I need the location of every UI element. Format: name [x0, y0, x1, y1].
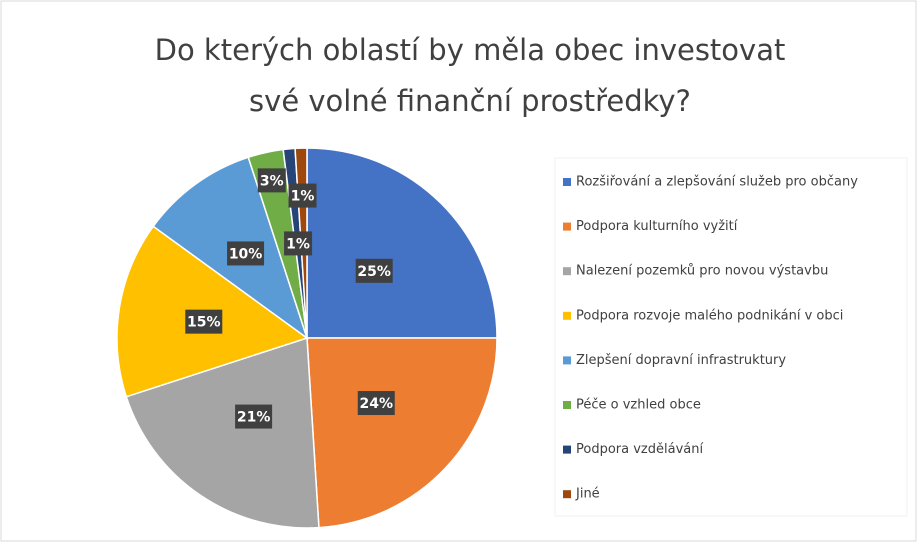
data-label: 15% — [187, 315, 221, 331]
data-label: 1% — [291, 189, 315, 205]
legend-marker — [563, 445, 571, 454]
data-label-box — [284, 231, 313, 256]
legend-box — [554, 157, 908, 517]
data-label-box — [235, 404, 273, 429]
chart-title: své volné finanční prostředky? — [249, 84, 691, 118]
data-label-box — [288, 183, 317, 208]
legend-marker — [563, 490, 571, 499]
legend-marker — [563, 311, 571, 320]
legend-marker — [563, 356, 571, 365]
pie-slice — [125, 336, 320, 529]
legend-label: Zlepšení dopravní infrastruktury — [576, 353, 786, 368]
legend-marker — [563, 178, 571, 186]
legend-label: Rozšiřování a zlepšování služeb pro obča… — [576, 175, 858, 190]
data-label: 25% — [357, 264, 391, 280]
legend-label: Nalezení pozemků pro novou výstavbu — [576, 264, 828, 279]
data-label-box — [357, 391, 395, 416]
legend-marker — [563, 401, 571, 409]
legend-label: Jiné — [575, 487, 600, 502]
legend-label: Podpora kulturního vyžití — [576, 219, 738, 234]
data-label-box — [185, 309, 223, 334]
pie-slice — [306, 337, 498, 529]
data-label-box — [257, 168, 286, 193]
legend-label: Podpora rozvoje malého podnikání v obci — [576, 308, 843, 323]
data-label-box — [355, 258, 393, 283]
data-label: 10% — [229, 246, 263, 262]
legend-label: Péče o vzhled obce — [576, 398, 701, 413]
data-label: 1% — [286, 236, 310, 252]
chart-title: Do kterých oblastí by měla obec investov… — [155, 33, 786, 67]
pie-slice — [306, 147, 498, 339]
legend-marker — [563, 267, 571, 276]
data-label: 24% — [359, 396, 393, 412]
data-label-box — [227, 241, 265, 266]
legend-label: Podpora vzdělávání — [576, 442, 703, 457]
legend-marker — [563, 222, 571, 231]
data-label: 3% — [260, 173, 284, 189]
data-label: 21% — [237, 410, 271, 426]
